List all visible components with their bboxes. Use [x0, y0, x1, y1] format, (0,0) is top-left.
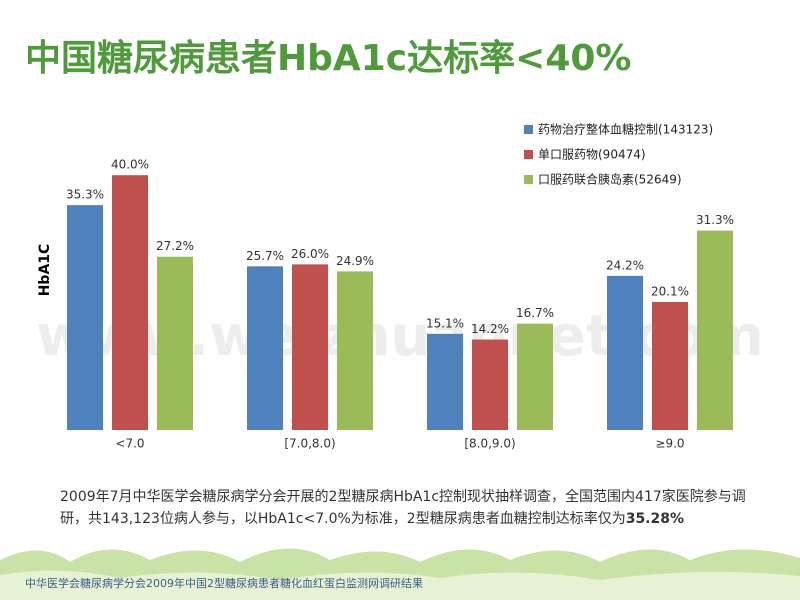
bar	[517, 323, 553, 430]
data-label: 31.3%	[696, 213, 734, 227]
data-label: 24.2%	[606, 258, 644, 272]
description: 2009年7月中华医学会糖尿病学分会开展的2型糖尿病HbA1c控制现状抽样调查，…	[60, 486, 750, 530]
data-label: 40.0%	[111, 158, 149, 172]
y-axis-label: HbA1C	[37, 244, 53, 297]
description-emphasis: 35.28%	[625, 511, 685, 527]
grass-front	[0, 570, 800, 600]
legend-swatch	[524, 150, 533, 159]
legend-label: 药物治疗整体血糖控制(143123)	[538, 122, 713, 137]
data-label: 20.1%	[651, 284, 689, 298]
x-tick-label: ≥9.0	[655, 437, 684, 451]
bar	[292, 264, 328, 430]
data-label: 16.7%	[516, 306, 554, 320]
legend-swatch	[524, 125, 533, 134]
bar	[472, 339, 508, 430]
title: 中国糖尿病患者HbA1c达标率<40%	[25, 38, 631, 79]
bar	[697, 230, 733, 430]
x-tick-label: <7.0	[115, 437, 144, 451]
bar	[427, 333, 463, 430]
data-label: 35.3%	[66, 188, 104, 202]
data-label: 26.0%	[291, 247, 329, 261]
legend-swatch	[524, 175, 533, 184]
data-label: 15.1%	[426, 316, 464, 330]
legend-label: 口服药联合胰岛素(52649)	[538, 172, 682, 187]
bar	[607, 275, 643, 430]
bar	[112, 175, 148, 430]
x-tick-label: [8.0,9.0)	[464, 437, 515, 451]
x-tick-label: [7.0,8.0)	[284, 437, 335, 451]
data-label: 25.7%	[246, 249, 284, 263]
data-label: 24.9%	[336, 254, 374, 268]
data-label: 27.2%	[156, 239, 194, 253]
data-label: 14.2%	[471, 322, 509, 336]
bar	[337, 271, 373, 430]
bar	[652, 301, 688, 430]
footer: 中华医学会糖尿病学分会2009年中国2型糖尿病患者糖化血红蛋白监测网调研结果	[25, 576, 423, 590]
bar	[157, 256, 193, 430]
bar	[67, 205, 103, 430]
bar	[247, 266, 283, 430]
description-text: 2009年7月中华医学会糖尿病学分会开展的2型糖尿病HbA1c控制现状抽样调查，…	[60, 489, 746, 527]
legend-label: 单口服药物(90474)	[538, 148, 646, 162]
